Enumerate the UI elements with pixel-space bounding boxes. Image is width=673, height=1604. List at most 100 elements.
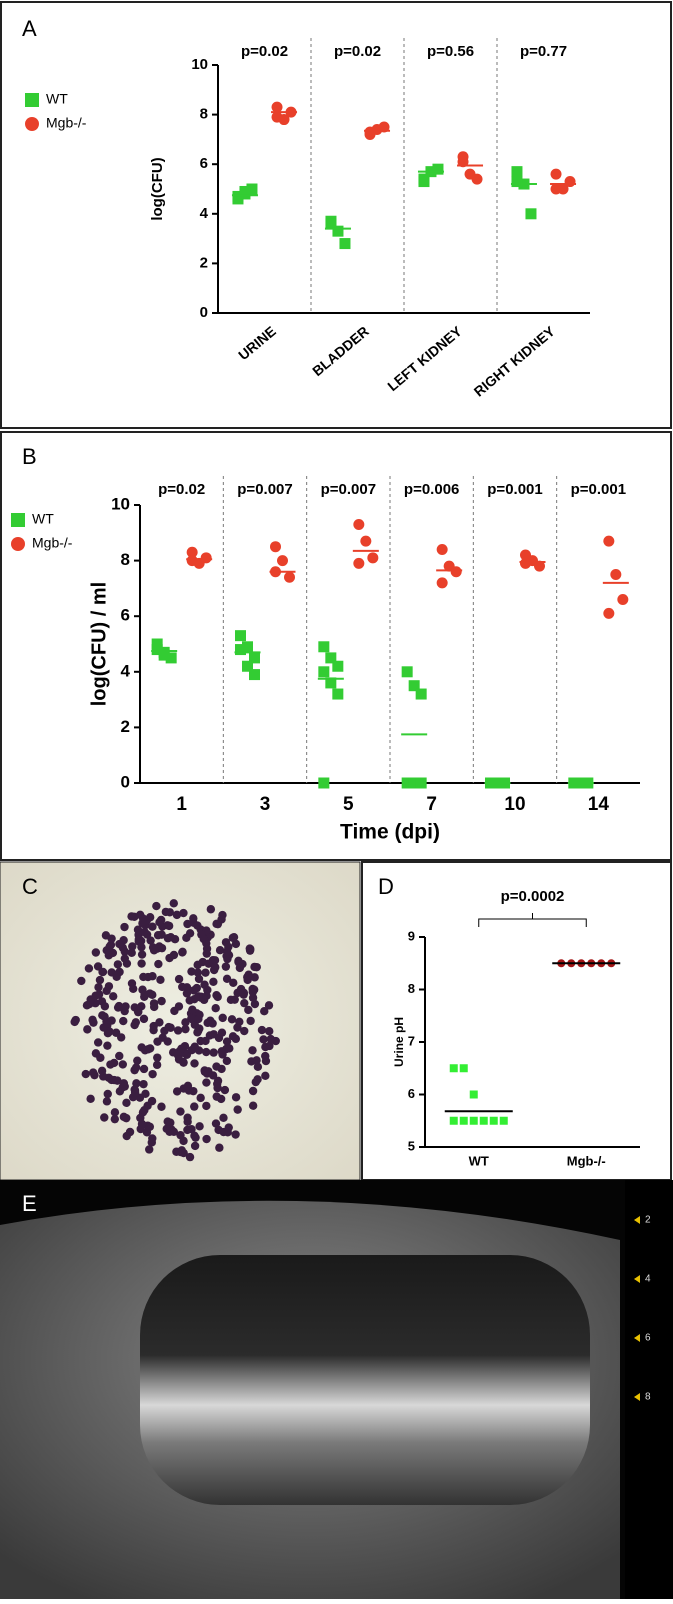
data-point <box>235 630 246 642</box>
data-point <box>471 173 483 185</box>
data-point <box>479 1116 488 1125</box>
x-tick-label: 3 <box>260 794 271 815</box>
data-point <box>325 677 337 689</box>
data-point <box>318 666 330 678</box>
micrograph: C <box>0 861 361 1181</box>
data-point <box>415 688 427 700</box>
p-value: p=0.006 <box>404 481 459 498</box>
data-point <box>332 225 344 237</box>
panel-label: A <box>22 16 37 41</box>
data-point <box>511 166 523 178</box>
data-point <box>449 1064 458 1073</box>
data-point <box>450 566 462 578</box>
depth-marker <box>634 1275 640 1283</box>
data-point <box>239 185 251 197</box>
depth-label: 2 <box>645 1215 651 1226</box>
p-value: p=0.001 <box>571 481 626 498</box>
legend-marker <box>11 537 25 551</box>
p-value: p=0.0002 <box>501 888 565 905</box>
x-tick-label: 10 <box>504 794 525 815</box>
data-point <box>367 552 379 564</box>
y-tick-label: 2 <box>121 717 130 736</box>
y-tick-label: 8 <box>200 106 208 123</box>
y-tick-label: 6 <box>200 155 208 172</box>
x-axis-title: Time (dpi) <box>340 821 440 844</box>
data-point <box>235 644 246 656</box>
y-tick-label: 4 <box>121 661 131 680</box>
data-point <box>200 552 212 564</box>
legend-label: Mgb-/- <box>46 115 87 131</box>
data-point <box>436 543 448 555</box>
x-tick-label: 7 <box>426 794 437 815</box>
y-tick-label: 0 <box>121 772 130 791</box>
x-tick-label: URINE <box>235 323 279 363</box>
data-point <box>353 557 365 569</box>
data-point <box>232 190 244 202</box>
data-point <box>603 607 615 619</box>
data-point <box>165 652 177 664</box>
ultrasound: E <box>0 1180 673 1599</box>
y-axis-title: log(CFU) <box>149 157 166 220</box>
data-point <box>325 652 337 664</box>
depth-marker <box>634 1393 640 1401</box>
depth-label: 8 <box>645 1392 651 1403</box>
panel-frame <box>0 1 672 429</box>
data-point <box>436 577 448 589</box>
data-point <box>401 777 413 789</box>
data-point <box>617 594 629 606</box>
data-point <box>408 680 420 692</box>
p-value: p=0.02 <box>334 43 381 60</box>
data-point <box>353 518 365 530</box>
panel-label: E <box>22 1191 37 1216</box>
y-axis-title: log(CFU) / ml <box>88 582 110 706</box>
p-value: p=0.02 <box>241 43 288 60</box>
data-point <box>242 660 253 672</box>
data-point <box>325 218 337 230</box>
y-tick-label: 7 <box>408 1033 415 1048</box>
data-point <box>418 173 430 185</box>
data-point <box>151 644 163 656</box>
data-point <box>610 569 622 580</box>
depth-label: 6 <box>645 1333 651 1344</box>
legend-marker <box>11 513 25 527</box>
data-point <box>249 652 260 664</box>
y-tick-label: 6 <box>121 606 130 625</box>
p-value: p=0.77 <box>520 43 567 60</box>
panel-label: C <box>22 874 38 899</box>
panel-label: B <box>22 444 37 469</box>
data-point <box>415 777 427 789</box>
y-tick-label: 8 <box>408 981 415 996</box>
panel-label: D <box>378 874 394 899</box>
x-tick-label: Mgb-/- <box>567 1153 606 1168</box>
x-tick-label: LEFT KIDNEY <box>384 322 465 394</box>
data-point <box>339 238 351 250</box>
y-tick-label: 2 <box>200 254 208 271</box>
y-tick-label: 6 <box>408 1086 415 1101</box>
depth-marker <box>634 1216 640 1224</box>
data-point <box>459 1064 468 1073</box>
data-point <box>271 111 283 123</box>
y-tick-label: 0 <box>200 304 208 321</box>
data-point <box>459 1116 468 1125</box>
data-point <box>271 101 283 113</box>
p-value: p=0.001 <box>487 481 542 498</box>
data-point <box>364 126 376 138</box>
data-point <box>489 1116 498 1125</box>
x-tick-label: 14 <box>588 794 610 815</box>
data-point <box>408 777 420 789</box>
x-tick-label: WT <box>469 1153 489 1168</box>
y-tick-label: 10 <box>111 494 130 513</box>
panel-frame <box>0 431 672 861</box>
data-point <box>284 571 295 583</box>
legend-marker <box>25 93 39 107</box>
data-point <box>534 560 545 572</box>
p-value: p=0.007 <box>321 481 376 498</box>
data-point <box>432 163 444 175</box>
y-tick-label: 9 <box>408 928 415 943</box>
p-value: p=0.56 <box>427 43 474 60</box>
data-point <box>550 168 562 180</box>
p-value: p=0.02 <box>158 481 205 498</box>
bracket <box>478 913 587 927</box>
p-value: p=0.007 <box>237 481 292 498</box>
